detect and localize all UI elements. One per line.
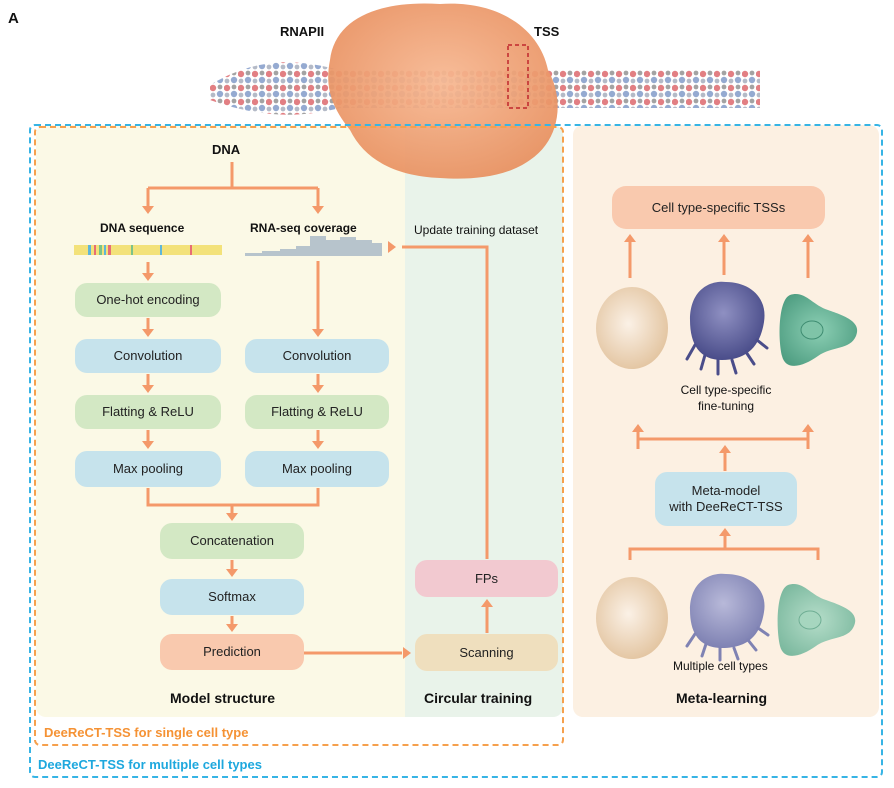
cell-type-2-lower-icon [685,573,770,662]
connector-38 [636,437,810,449]
arrowhead-7 [142,273,154,281]
dna-sequence-title: DNA sequence [100,221,185,235]
arrowhead-13 [142,441,154,449]
fine-tuning-label: Cell type-specific fine-tuning [640,382,812,414]
arrowhead-35 [719,528,731,536]
arrowhead-42 [802,424,814,432]
legend-single-cell-type: DeeReCT-TSS for single cell type [44,725,249,740]
convolution-box-left: Convolution [75,339,221,373]
cell-type-3-icon [779,293,858,366]
prediction-box: Prediction [160,634,304,670]
fps-box: FPs [415,560,558,597]
connector-31 [402,245,489,559]
circular-training-region [405,125,563,717]
cell-type-2-icon [685,281,769,376]
cell-type-1-lower-icon [596,577,668,659]
arrowhead-11 [142,385,154,393]
arrowhead-44 [624,234,636,242]
one-hot-encoding-box: One-hot encoding [75,283,221,317]
arrowhead-48 [802,234,814,242]
single-cell-type-frame [34,126,564,746]
cell-type-specific-tss-box: Cell type-specific TSSs [612,186,825,229]
arrowhead-3 [142,206,154,214]
rna-seq-coverage-track [245,236,382,256]
meta-model-box: Meta-model with DeeReCT-TSS [655,472,797,526]
arrowhead-19 [312,441,324,449]
model-structure-title: Model structure [170,690,276,706]
arrowhead-28 [403,647,411,659]
flatting-relu-box-left: Flatting & ReLU [75,395,221,429]
meta-learning-title: Meta-learning [676,690,768,706]
panel-letter: A [8,10,19,27]
arrowhead-30 [481,599,493,607]
arrowhead-15 [312,329,324,337]
meta-model-line-2: with DeeReCT-TSS [669,499,783,514]
arrowhead-46 [718,234,730,242]
cell-type-1-icon [596,287,668,369]
cell-type-3-lower-icon [777,583,856,656]
flatting-relu-box-right: Flatting & ReLU [245,395,389,429]
multiple-cell-types-frame [29,124,883,778]
arrowhead-26 [226,624,238,632]
arrowhead-5 [312,206,324,214]
dna-sequence-strip [74,245,222,255]
softmax-box: Softmax [160,579,304,615]
scanning-box: Scanning [415,634,558,671]
dna-label: DNA [212,142,241,157]
arrowhead-32 [388,241,396,253]
arrowhead-9 [142,329,154,337]
update-training-dataset-label: Update training dataset [414,223,539,237]
convolution-box-right: Convolution [245,339,389,373]
arrowhead-40 [632,424,644,432]
circular-training-title: Circular training [424,690,533,706]
meta-model-line-1: Meta-model [691,483,761,498]
arrowhead-22 [226,513,238,521]
max-pooling-box-right: Max pooling [245,451,389,487]
fine-tuning-line-1: Cell type-specific [680,383,772,397]
tss-label: TSS [534,24,560,39]
fine-tuning-line-2: fine-tuning [697,399,755,413]
arrowhead-17 [312,385,324,393]
rna-seq-coverage-title: RNA-seq coverage [250,221,357,235]
concatenation-box: Concatenation [160,523,304,559]
max-pooling-box-left: Max pooling [75,451,221,487]
rnapii-complex [328,3,558,179]
rnapii-label: RNAPII [280,24,325,39]
legend-multiple-cell-types: DeeReCT-TSS for multiple cell types [38,757,262,772]
multiple-cell-types-label: Multiple cell types [673,659,768,673]
arrowhead-24 [226,569,238,577]
arrowhead-37 [719,445,731,453]
tss-highlight [507,44,529,109]
